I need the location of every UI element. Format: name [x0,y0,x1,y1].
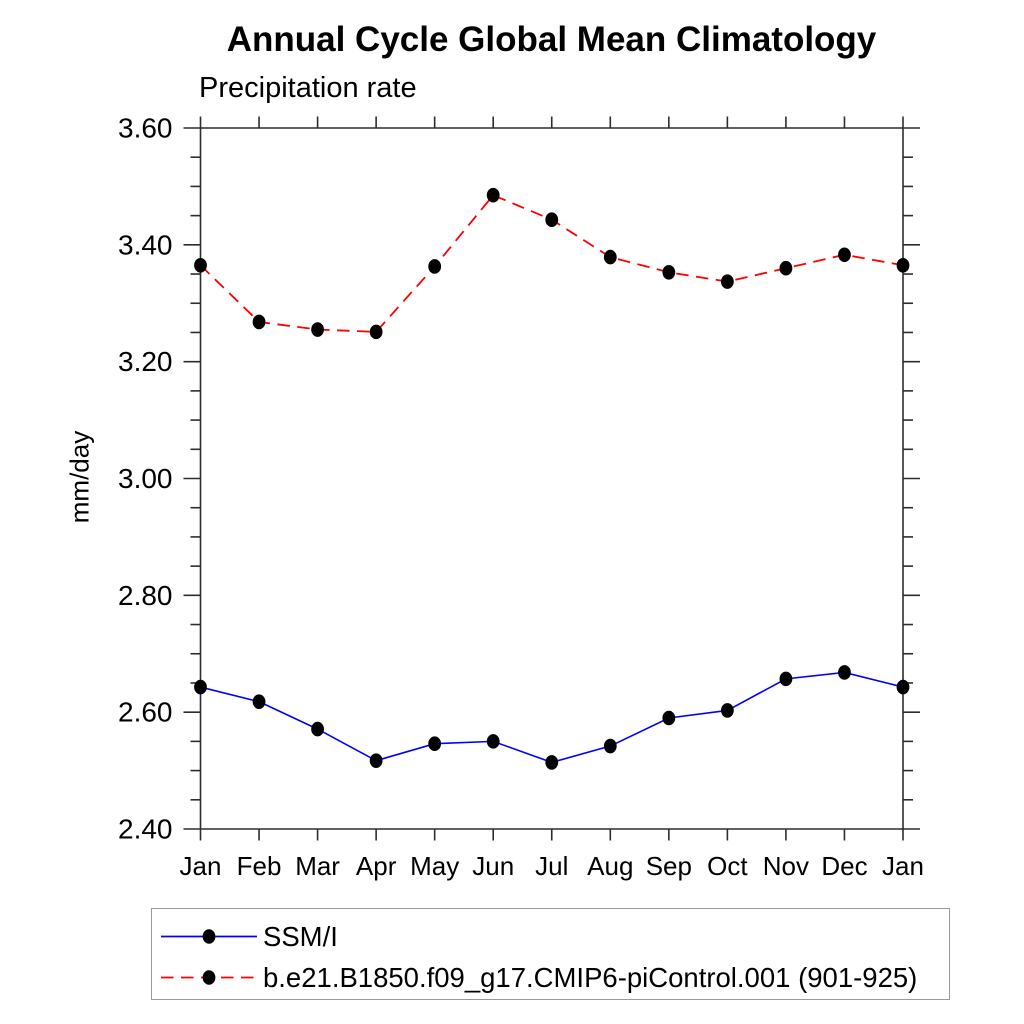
data-point-series-1 [720,274,734,289]
data-point-series-1 [486,187,500,203]
x-tick-label: Oct [707,851,748,881]
x-tick-label: Apr [356,851,397,881]
data-point-series-1 [428,259,442,274]
data-point-series-1 [194,257,207,273]
data-point-series-1 [896,257,910,273]
x-tick-label: Feb [237,851,282,881]
x-tick-label: Mar [295,851,340,881]
chart-title: Annual Cycle Global Mean Climatology [226,20,877,59]
legend: SSM/I b.e21.B1850.f09_g17.CMIP6-piContro… [151,908,950,1000]
data-point-series-1 [662,264,676,280]
x-tick-label: Jun [472,851,514,881]
x-tick-label: Jul [535,851,568,881]
data-point-series-0 [896,679,910,695]
x-tick-label: Jan [882,851,924,881]
data-point-series-1 [252,314,266,330]
y-tick-label: 2.80 [118,580,173,611]
x-tick-label: Nov [763,851,809,881]
data-point-series-0 [311,721,324,737]
data-point-series-0 [194,679,207,695]
legend-label-picontrol: b.e21.B1850.f09_g17.CMIP6-piControl.001 … [263,961,918,993]
data-point-series-1 [369,324,383,340]
data-point-series-0 [779,671,793,687]
data-point-series-0 [662,710,676,726]
data-point-series-0 [252,694,266,709]
data-point-series-1 [838,247,851,263]
data-point-series-1 [311,322,324,337]
legend-marker-icon [202,970,216,985]
chart-subtitle: Precipitation rate [199,72,417,104]
legend-line-sample-solid [161,929,257,944]
y-tick-label: 3.00 [118,463,173,494]
legend-marker-icon [202,929,216,944]
x-tick-label: Sep [646,851,692,881]
data-point-series-0 [369,753,383,768]
y-tick-label: 3.60 [118,113,173,144]
x-tick-label: Dec [821,851,867,881]
legend-label-ssmi: SSM/I [263,920,338,952]
x-tick-label: May [410,851,459,881]
data-point-series-1 [545,212,559,228]
data-point-series-0 [603,738,617,754]
x-tick-label: Aug [587,851,633,881]
data-point-series-0 [428,736,442,752]
y-tick-label: 2.60 [118,697,173,728]
data-point-series-0 [545,755,559,770]
legend-line-sample-dashed [161,970,257,985]
y-tick-label: 3.40 [118,229,173,260]
y-tick-label: 3.20 [118,346,173,377]
x-tick-label: Jan [180,851,222,881]
series-line-0 [200,671,904,764]
data-point-series-1 [779,260,793,276]
data-point-series-0 [720,703,734,718]
y-tick-label: 2.40 [118,814,173,845]
legend-item-ssmi: SSM/I [159,916,949,957]
data-point-series-0 [486,734,500,749]
data-point-series-1 [603,249,617,265]
legend-item-picontrol: b.e21.B1850.f09_g17.CMIP6-piControl.001 … [159,957,949,998]
data-point-series-0 [838,665,851,680]
